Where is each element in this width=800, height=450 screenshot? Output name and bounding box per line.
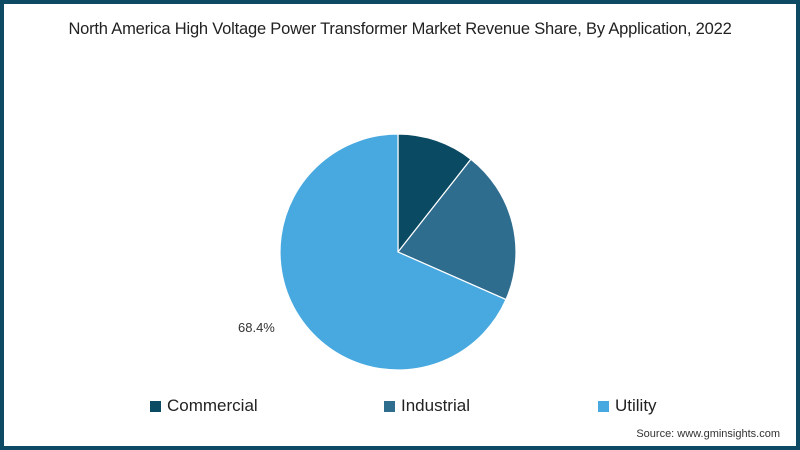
legend-swatch-industrial	[384, 400, 395, 412]
legend: Commercial Industrial Utility	[4, 396, 796, 420]
legend-item-utility: Utility	[598, 396, 657, 416]
legend-label: Commercial	[167, 396, 258, 415]
chart-title: North America High Voltage Power Transfo…	[68, 20, 732, 38]
legend-item-commercial: Commercial	[150, 396, 258, 416]
pie-slice-utility	[279, 133, 507, 371]
pie-slices	[279, 133, 517, 371]
legend-item-industrial: Industrial	[384, 396, 470, 416]
source-note: Source: www.gminsights.com	[636, 428, 780, 440]
legend-label: Utility	[615, 396, 657, 415]
legend-swatch-commercial	[150, 400, 161, 412]
legend-label: Industrial	[401, 396, 470, 415]
pie-slice-commercial	[397, 133, 472, 254]
legend-swatch-utility	[598, 400, 609, 412]
utility-data-label: 68.4%	[238, 320, 275, 335]
pie-chart	[279, 133, 517, 371]
chart-frame: North America High Voltage Power Transfo…	[4, 4, 796, 446]
